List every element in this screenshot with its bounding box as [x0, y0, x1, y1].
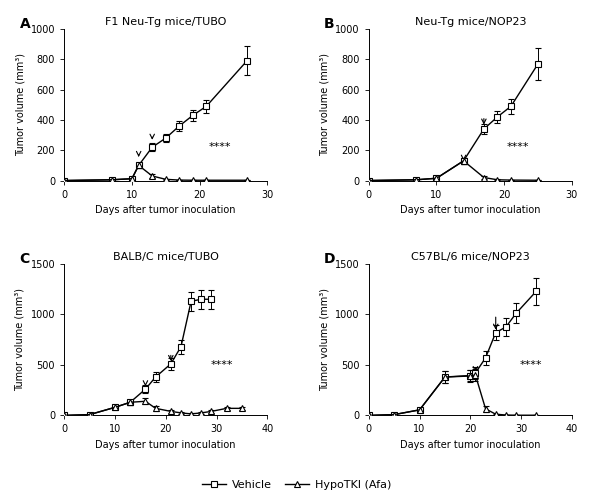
Text: D: D [324, 252, 336, 266]
Text: ****: **** [211, 360, 233, 370]
Y-axis label: Tumor volume (mm³): Tumor volume (mm³) [15, 288, 25, 391]
X-axis label: Days after tumor inoculation: Days after tumor inoculation [400, 205, 541, 215]
Y-axis label: Tumor volume (mm³): Tumor volume (mm³) [15, 54, 25, 156]
Text: A: A [20, 17, 30, 31]
Text: B: B [324, 17, 335, 31]
Text: ****: **** [506, 142, 529, 152]
Y-axis label: Tumor volume (mm³): Tumor volume (mm³) [320, 54, 330, 156]
Title: C57BL/6 mice/NOP23: C57BL/6 mice/NOP23 [411, 252, 530, 262]
Legend: Vehicle, HypoTKI (Afa): Vehicle, HypoTKI (Afa) [197, 476, 396, 494]
Text: ****: **** [520, 360, 543, 370]
X-axis label: Days after tumor inoculation: Days after tumor inoculation [400, 440, 541, 450]
Y-axis label: Tumor volume (mm³): Tumor volume (mm³) [320, 288, 330, 391]
Title: BALB/C mice/TUBO: BALB/C mice/TUBO [113, 252, 219, 262]
Title: Neu-Tg mice/NOP23: Neu-Tg mice/NOP23 [415, 17, 526, 27]
Text: ****: **** [209, 142, 231, 152]
X-axis label: Days after tumor inoculation: Days after tumor inoculation [95, 205, 236, 215]
Text: C: C [20, 252, 30, 266]
Title: F1 Neu-Tg mice/TUBO: F1 Neu-Tg mice/TUBO [105, 17, 227, 27]
X-axis label: Days after tumor inoculation: Days after tumor inoculation [95, 440, 236, 450]
